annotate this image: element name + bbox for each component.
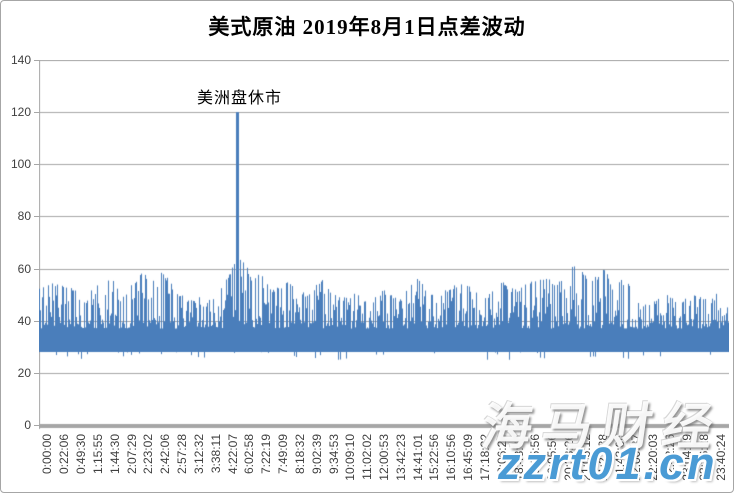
x-tick-label: 19:25:56 (528, 434, 543, 481)
y-tick-label: 100 (10, 157, 31, 172)
x-tick-label: 0:49:30 (74, 434, 89, 475)
x-tick-label: 9:34:53 (326, 434, 341, 475)
y-tick-mark (34, 60, 39, 61)
x-tick-label: 3:38:11 (208, 434, 223, 474)
x-tick-label: 18:43:44 (511, 434, 526, 481)
y-tick-label: 0 (24, 418, 31, 432)
x-tick-label: 10:09:10 (343, 434, 358, 481)
x-tick-label: 21:21:38 (595, 434, 610, 481)
x-tick-label: 3:12:32 (191, 434, 206, 475)
y-tick-mark (34, 112, 39, 114)
y-tick-mark (34, 164, 39, 166)
x-tick-label: 11:02:02 (360, 434, 375, 480)
x-tick-label: 6:02:58 (242, 434, 257, 475)
x-tick-label: 1:44:30 (107, 434, 122, 475)
x-tick-label: 14:41:01 (410, 434, 425, 481)
x-tick-label: 2:07:29 (124, 434, 139, 475)
y-tick-mark (34, 320, 39, 322)
x-tick-label: 15:22:56 (427, 434, 442, 481)
x-tick-label: 0:00:00 (40, 434, 55, 475)
x-tick-label: 2:42:06 (158, 434, 173, 475)
x-tick-label: 1:15:55 (90, 434, 105, 475)
x-tick-label: 2:57:28 (175, 434, 190, 475)
x-tick-label: 23:40:24 (713, 434, 728, 481)
x-tick-label: 23:26:28 (696, 434, 711, 481)
x-tick-label: 23:04:29 (679, 434, 694, 481)
x-tick-label: 22:42:26 (663, 434, 678, 481)
chart-title: 美式原油 2019年8月1日点差波动 (208, 15, 526, 39)
y-tick-label: 80 (17, 209, 31, 224)
x-tick-label: 12:00:53 (377, 434, 391, 481)
x-tick-label: 7:22:19 (259, 434, 274, 475)
x-tick-label: 16:10:56 (444, 434, 459, 481)
y-tick-label: 60 (17, 261, 31, 276)
y-tick-label: 120 (10, 105, 31, 120)
spread-bar-chart-canvas (39, 60, 729, 430)
x-tick-label: 20:33:26 (562, 434, 577, 481)
x-tick-label: 21:43:06 (612, 434, 627, 481)
y-tick-mark (34, 216, 39, 218)
x-tick-label: 7:49:09 (276, 434, 291, 475)
y-tick-label: 20 (17, 365, 31, 380)
x-tick-label: 2:23:02 (141, 434, 156, 475)
x-tick-label: 8:18:32 (292, 434, 307, 475)
y-tick-mark (34, 372, 39, 374)
x-tick-label: 4:22:07 (225, 434, 240, 475)
y-tick-label: 140 (10, 53, 31, 67)
x-tick-label: 20:05:56 (545, 434, 560, 481)
x-tick-label: 18:06:24 (494, 434, 509, 481)
x-tick-label: 9:02:39 (309, 434, 324, 475)
x-tick-label: 13:42:23 (393, 434, 408, 481)
x-tick-label: 21:05:12 (578, 434, 593, 481)
x-tick-label: 17:18:32 (477, 434, 492, 481)
x-tick-label: 0:22:06 (57, 434, 72, 475)
y-tick-mark (34, 425, 39, 426)
market-closed-annotation: 美洲盘休市 (197, 90, 283, 107)
y-tick-mark (34, 268, 39, 270)
y-tick-label: 40 (17, 313, 31, 328)
x-tick-label: 22:20:03 (646, 434, 661, 481)
x-tick-label: 16:45:09 (461, 434, 476, 481)
x-tick-label: 22:00:37 (629, 434, 644, 481)
